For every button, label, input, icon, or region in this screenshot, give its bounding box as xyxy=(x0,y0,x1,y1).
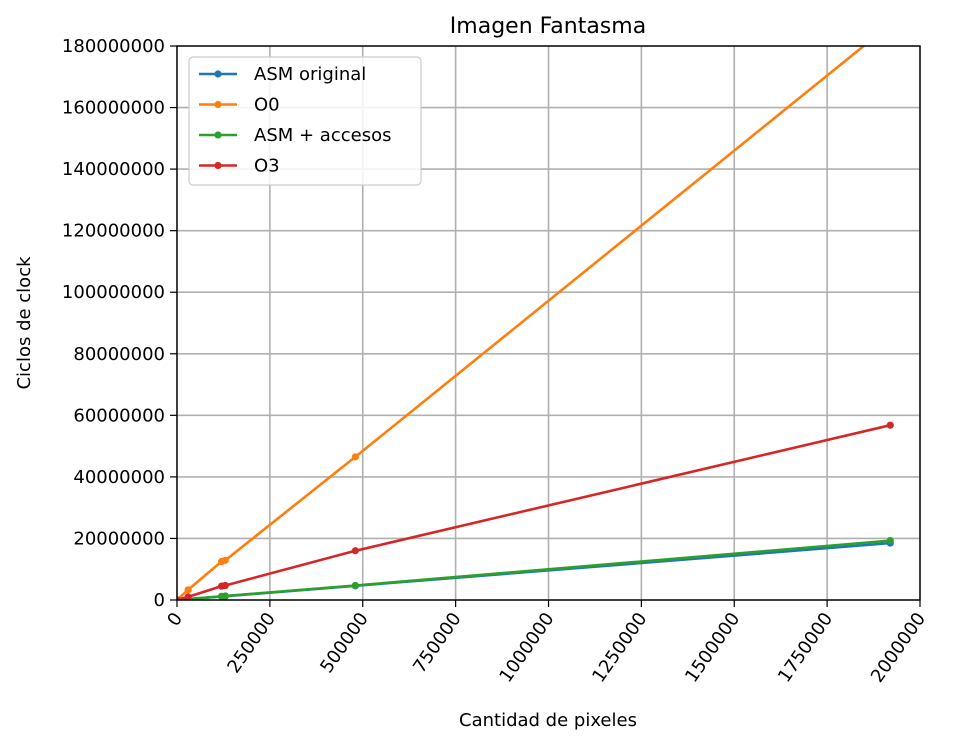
legend-marker xyxy=(214,70,222,78)
series-lines xyxy=(177,21,894,600)
x-tick-label: 1500000 xyxy=(681,609,744,687)
data-point xyxy=(886,421,894,429)
y-tick-label: 180000000 xyxy=(62,36,165,57)
data-point xyxy=(886,536,894,545)
x-tick-label: 0 xyxy=(163,609,187,630)
y-tick-label: 120000000 xyxy=(62,221,165,242)
x-tick-label: 1250000 xyxy=(588,609,651,687)
legend-marker xyxy=(214,131,222,139)
x-tick-label: 2000000 xyxy=(867,609,930,687)
y-axis-ticks: 0 20000000 40000000 60000000 80000000 1000000… xyxy=(62,36,177,611)
x-tick-label: 1000000 xyxy=(495,609,558,687)
y-tick-label: 140000000 xyxy=(62,159,165,180)
legend-label: O0 xyxy=(254,95,280,116)
legend-label: ASM + accesos xyxy=(254,125,391,146)
data-point xyxy=(221,592,229,600)
x-tick-label: 500000 xyxy=(316,609,373,677)
legend-box xyxy=(188,56,422,186)
y-tick-label: 40000000 xyxy=(73,467,165,488)
x-tick-label: 1750000 xyxy=(774,609,837,687)
legend: ASM original O0 ASM + accesos O3 xyxy=(188,56,422,186)
legend-label: O3 xyxy=(254,156,280,177)
y-tick-label: 20000000 xyxy=(73,528,165,549)
y-tick-label: 0 xyxy=(154,590,165,611)
data-point xyxy=(221,556,229,564)
x-axis-label: Cantidad de pixeles xyxy=(459,710,637,731)
y-axis-label: Ciclos de clock xyxy=(14,256,35,390)
y-tick-label: 80000000 xyxy=(73,344,165,365)
x-tick-label: 750000 xyxy=(409,609,466,677)
y-tick-label: 160000000 xyxy=(62,98,165,119)
legend-label: ASM original xyxy=(254,64,366,85)
data-point xyxy=(184,593,192,600)
legend-marker xyxy=(214,100,222,109)
x-axis-ticks: 0 250000 500000 750000 1000000 1250000 1500000… xyxy=(163,600,930,687)
data-point xyxy=(351,581,359,590)
grid xyxy=(176,45,921,601)
data-point xyxy=(221,581,229,590)
data-point xyxy=(351,547,359,555)
y-tick-label: 60000000 xyxy=(73,405,165,426)
legend-marker xyxy=(214,161,222,170)
y-tick-label: 100000000 xyxy=(62,282,165,303)
data-point xyxy=(184,586,192,594)
chart-title: Imagen Fantasma xyxy=(450,14,646,39)
x-tick-label: 250000 xyxy=(223,609,280,677)
data-point xyxy=(887,21,894,28)
data-point xyxy=(351,453,359,461)
data-point xyxy=(177,596,181,600)
